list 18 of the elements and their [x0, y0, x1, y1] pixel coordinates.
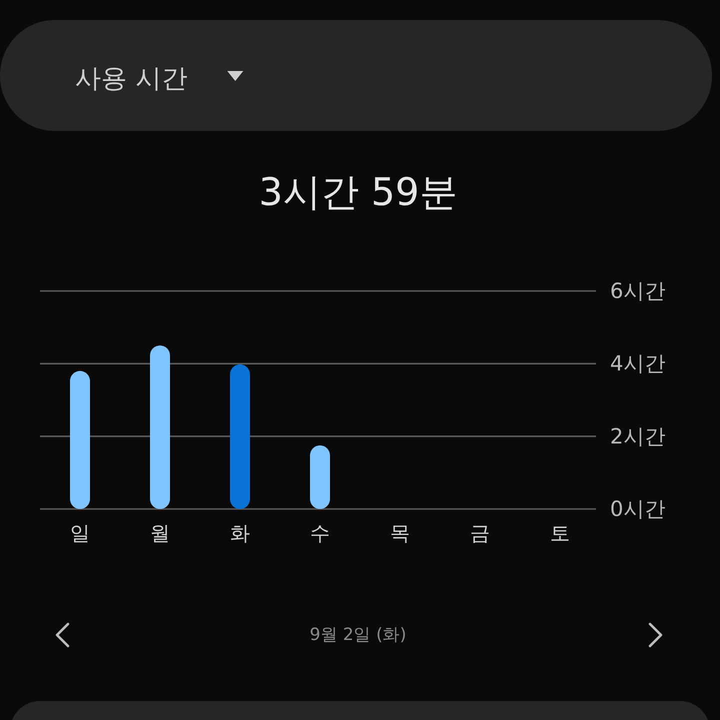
y-tick-label: 6시간 [610, 279, 666, 303]
x-tick-label: 금 [470, 521, 490, 545]
chart-subtitle: 3시간 59분 [258, 170, 458, 214]
chart-title: 사용 시간 [75, 64, 188, 94]
x-tick-label: 월 [150, 521, 170, 545]
y-tick-label: 4시간 [610, 352, 666, 376]
bar [310, 445, 330, 509]
x-tick-label: 수 [310, 521, 330, 545]
x-tick-label: 일 [70, 521, 90, 545]
bar [70, 370, 90, 509]
bar [150, 346, 170, 509]
y-tick-label: 2시간 [610, 424, 666, 448]
text: 9월 2일 (화) [310, 625, 406, 645]
y-tick-label: 0시간 [610, 497, 666, 521]
bar [230, 364, 250, 509]
x-tick-label: 목 [390, 521, 410, 545]
x-tick-label: 토 [550, 521, 570, 545]
x-tick-label: 화 [230, 521, 250, 545]
